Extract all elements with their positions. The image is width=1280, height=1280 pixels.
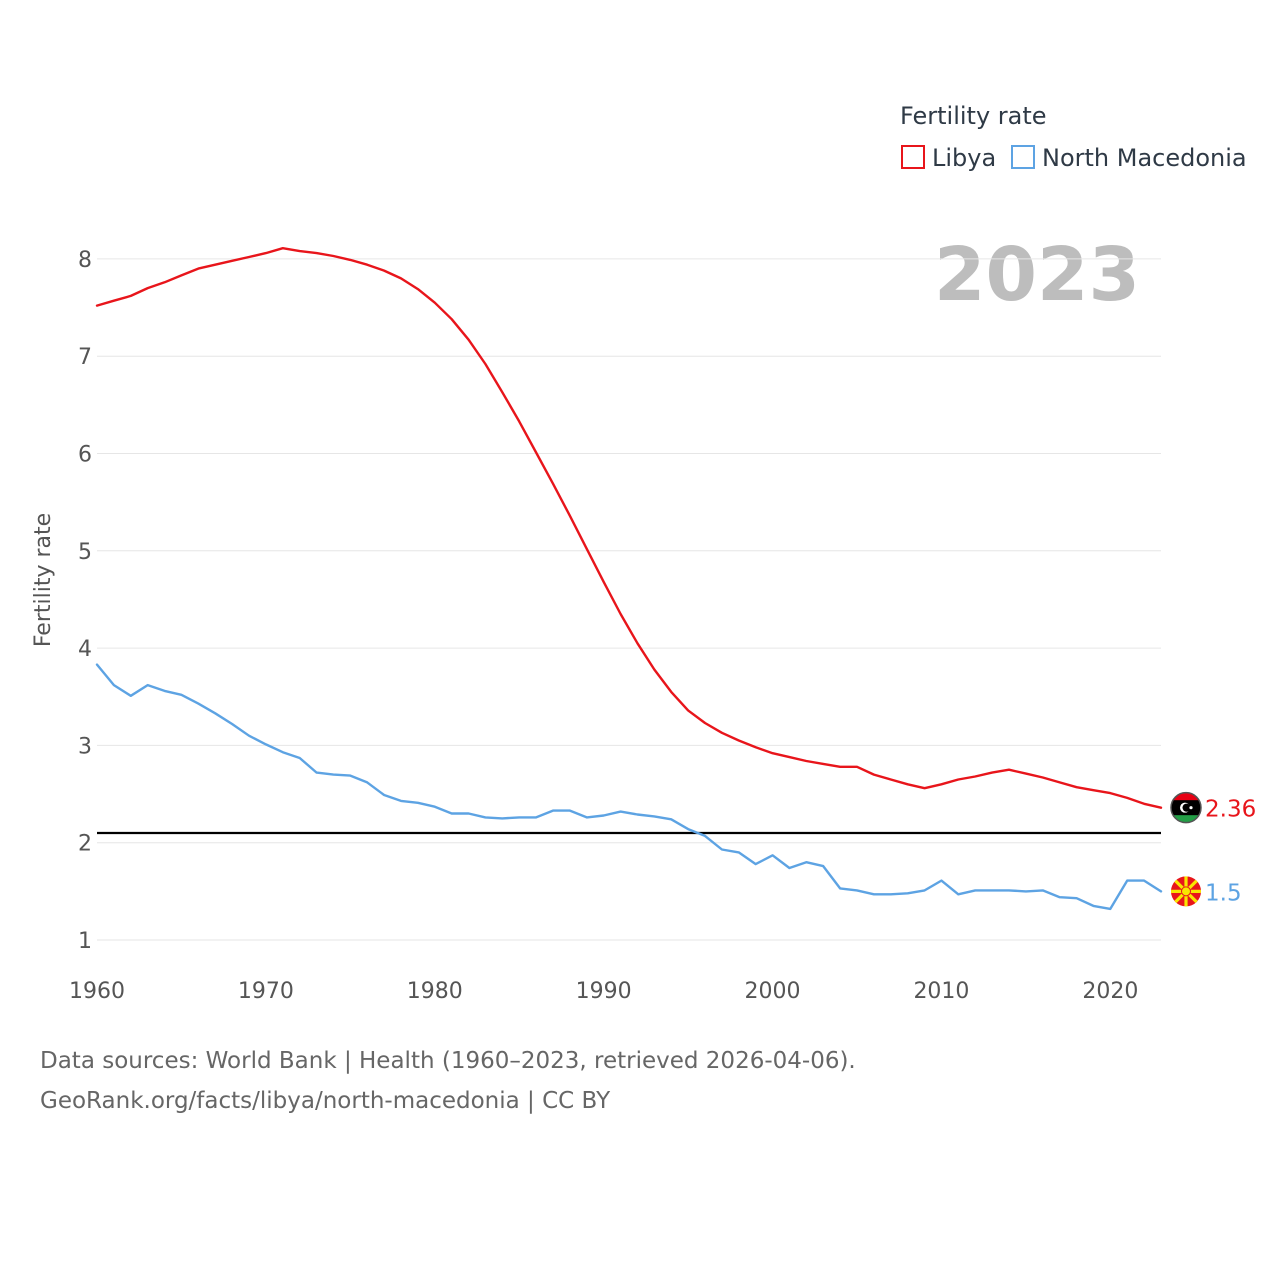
y-axis-title: Fertility rate [31, 513, 56, 647]
series-line-libya [95, 246, 1163, 809]
x-tick-label-1960: 1960 [69, 979, 125, 1004]
y-tick-label-5: 5 [78, 540, 92, 565]
north-macedonia-flag-icon [1171, 876, 1201, 907]
x-axis-ticks: 1960 1970 1980 1990 2000 2010 2020 [69, 979, 1138, 1004]
source-line-2: GeoRank.org/facts/libya/north-macedonia … [40, 1088, 611, 1114]
y-tick-label-3: 3 [78, 734, 92, 759]
legend-swatch-north-macedonia [1011, 145, 1035, 169]
end-markers: 2.36 1.5 [1170, 791, 1256, 907]
year-stamp: 2023 [934, 232, 1140, 318]
legend-label-libya: Libya [932, 144, 996, 172]
x-tick-label-2020: 2020 [1082, 979, 1138, 1004]
x-tick-label-2000: 2000 [745, 979, 801, 1004]
y-tick-label-4: 4 [78, 637, 92, 662]
source-line-1: Data sources: World Bank | Health (1960–… [40, 1048, 856, 1074]
y-tick-label-1: 1 [78, 929, 92, 954]
y-tick-label-2: 2 [78, 832, 92, 857]
x-tick-label-1970: 1970 [238, 979, 294, 1004]
legend-title: Fertility rate [900, 102, 1047, 130]
y-tick-label-8: 8 [78, 248, 92, 273]
y-axis-ticks: 1 2 3 4 5 6 7 8 [78, 248, 92, 954]
legend: Fertility rate Libya North Macedonia [900, 102, 1247, 172]
x-tick-label-1990: 1990 [576, 979, 632, 1004]
y-tick-label-6: 6 [78, 443, 92, 468]
series-lines [95, 246, 1163, 911]
libya-flag-icon [1170, 791, 1202, 824]
legend-label-north-macedonia: North Macedonia [1042, 144, 1247, 172]
legend-swatch-libya [901, 145, 925, 169]
end-label-north-macedonia: 1.5 [1205, 880, 1242, 906]
x-tick-label-2010: 2010 [913, 979, 969, 1004]
y-tick-label-7: 7 [78, 345, 92, 370]
x-tick-label-1980: 1980 [407, 979, 463, 1004]
series-line-north-macedonia [95, 663, 1163, 911]
gridlines [97, 258, 1161, 941]
end-label-libya: 2.36 [1205, 797, 1256, 823]
